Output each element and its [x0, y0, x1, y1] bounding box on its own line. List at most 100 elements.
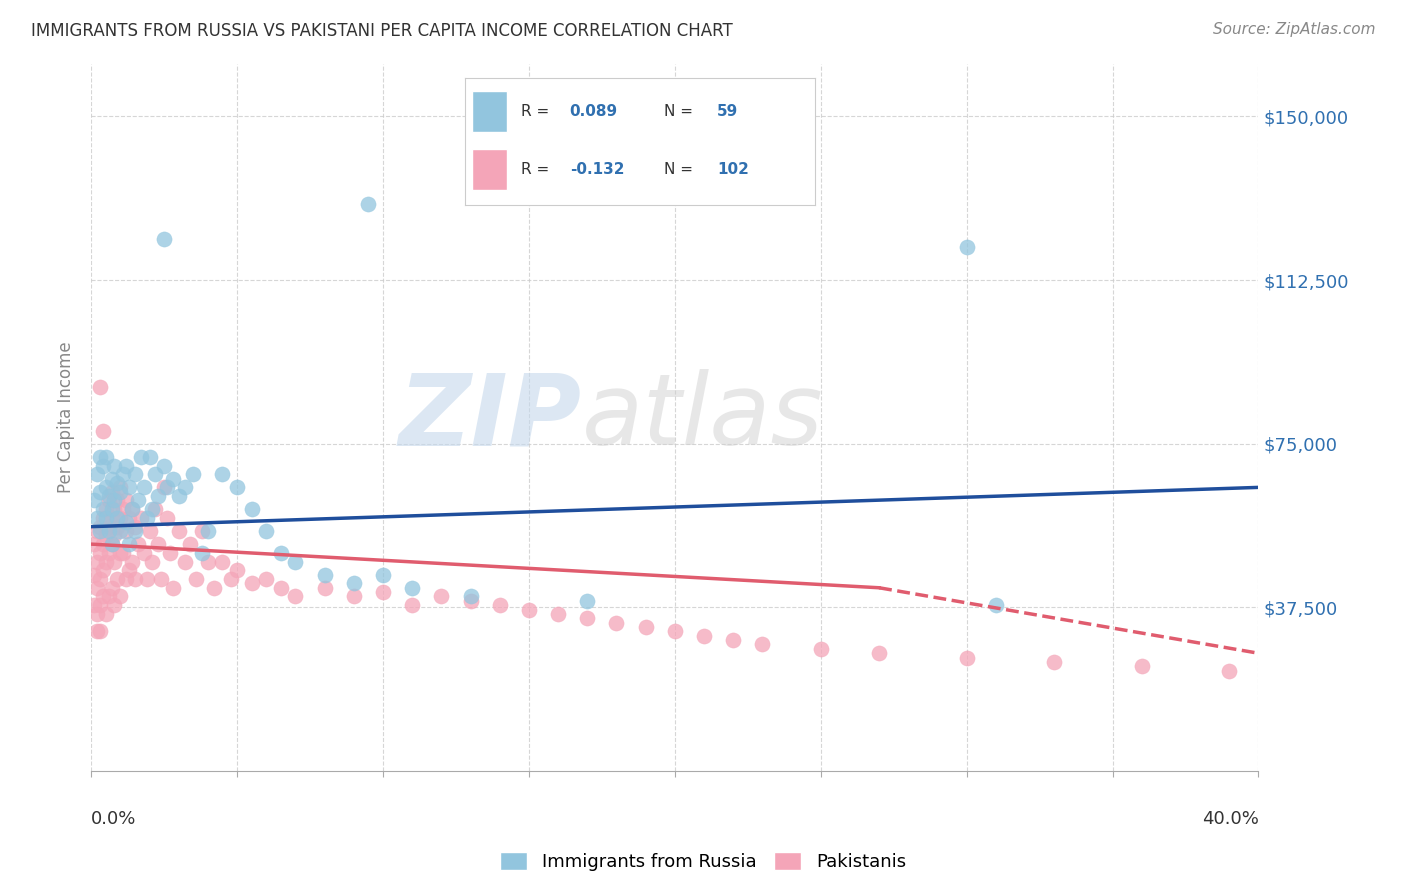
- Point: [103, 598, 125, 612]
- Point: [270, 581, 292, 595]
- Point: [153, 458, 176, 473]
- Point: [148, 489, 170, 503]
- Point: [129, 450, 152, 464]
- Point: [240, 502, 263, 516]
- Point: [127, 537, 149, 551]
- Point: [153, 232, 176, 246]
- Point: [202, 581, 225, 595]
- Point: [143, 467, 166, 482]
- Point: [89, 624, 111, 639]
- Point: [97, 489, 120, 503]
- Point: [107, 511, 129, 525]
- Point: [110, 524, 132, 538]
- Point: [118, 511, 141, 525]
- Point: [186, 572, 208, 586]
- Point: [547, 607, 569, 621]
- Point: [121, 502, 143, 516]
- Point: [430, 590, 453, 604]
- Point: [107, 519, 129, 533]
- Point: [226, 563, 249, 577]
- Point: [135, 511, 157, 525]
- Point: [86, 524, 108, 538]
- Point: [83, 537, 105, 551]
- Point: [86, 607, 108, 621]
- Text: IMMIGRANTS FROM RUSSIA VS PAKISTANI PER CAPITA INCOME CORRELATION CHART: IMMIGRANTS FROM RUSSIA VS PAKISTANI PER …: [31, 22, 733, 40]
- Point: [141, 555, 163, 569]
- Point: [141, 502, 163, 516]
- Point: [124, 572, 146, 586]
- Point: [100, 511, 122, 525]
- Point: [371, 567, 394, 582]
- Point: [254, 524, 277, 538]
- Point: [211, 467, 233, 482]
- Point: [94, 502, 117, 516]
- Point: [94, 450, 117, 464]
- Point: [91, 511, 114, 525]
- Point: [89, 546, 111, 560]
- Point: [1218, 664, 1240, 678]
- Point: [693, 629, 716, 643]
- Point: [118, 563, 141, 577]
- Point: [110, 484, 132, 499]
- Point: [148, 537, 170, 551]
- Text: atlas: atlas: [582, 369, 823, 466]
- Point: [156, 480, 179, 494]
- Point: [956, 240, 979, 254]
- Point: [118, 480, 141, 494]
- Point: [153, 480, 176, 494]
- Point: [1043, 655, 1066, 669]
- Point: [1130, 659, 1153, 673]
- Point: [138, 450, 160, 464]
- Point: [179, 537, 201, 551]
- Point: [211, 555, 233, 569]
- Point: [343, 590, 366, 604]
- Point: [97, 524, 120, 538]
- Text: 0.0%: 0.0%: [91, 810, 136, 828]
- Point: [103, 528, 125, 542]
- Point: [83, 598, 105, 612]
- Point: [89, 484, 111, 499]
- Text: ZIP: ZIP: [398, 369, 582, 466]
- Point: [94, 480, 117, 494]
- Point: [91, 563, 114, 577]
- Point: [129, 511, 152, 525]
- Point: [284, 555, 307, 569]
- Point: [94, 555, 117, 569]
- Point: [226, 480, 249, 494]
- Point: [121, 502, 143, 516]
- Point: [371, 585, 394, 599]
- Point: [86, 555, 108, 569]
- Point: [115, 493, 138, 508]
- Point: [270, 546, 292, 560]
- Point: [460, 594, 482, 608]
- Point: [100, 502, 122, 516]
- Point: [100, 537, 122, 551]
- Point: [110, 546, 132, 560]
- Point: [135, 572, 157, 586]
- Point: [100, 484, 122, 499]
- Point: [159, 546, 181, 560]
- Point: [89, 450, 111, 464]
- Point: [83, 567, 105, 582]
- Point: [401, 581, 423, 595]
- Point: [100, 537, 122, 551]
- Point: [89, 380, 111, 394]
- Point: [132, 546, 155, 560]
- Point: [191, 524, 214, 538]
- Point: [94, 511, 117, 525]
- Point: [94, 607, 117, 621]
- Point: [721, 633, 744, 648]
- Point: [576, 594, 599, 608]
- Point: [89, 524, 111, 538]
- Point: [124, 524, 146, 538]
- Point: [173, 555, 195, 569]
- Point: [156, 511, 179, 525]
- Point: [107, 572, 129, 586]
- Point: [162, 581, 184, 595]
- Text: Source: ZipAtlas.com: Source: ZipAtlas.com: [1212, 22, 1375, 37]
- Point: [100, 472, 122, 486]
- Point: [197, 555, 219, 569]
- Point: [89, 519, 111, 533]
- Point: [167, 489, 190, 503]
- Point: [173, 480, 195, 494]
